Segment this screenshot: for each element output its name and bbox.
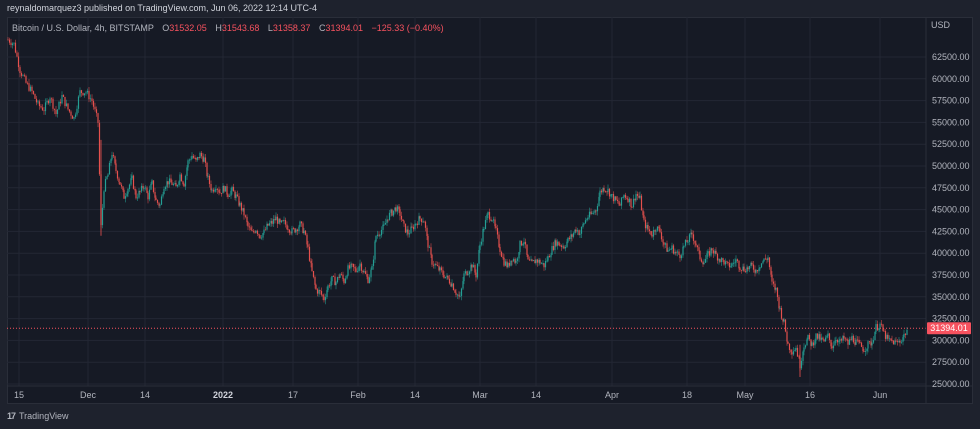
publisher-line: reynaldomarquez3 published on TradingVie…	[7, 3, 318, 13]
time-tick: Mar	[472, 390, 488, 400]
time-axis[interactable]: 15 Dec 14 2022 17 Feb 14 Mar 14 Apr 18 May 16 Jun	[14, 390, 887, 400]
time-tick: May	[736, 390, 754, 400]
open-value: O31532.05	[162, 23, 207, 33]
time-tick: Jun	[873, 390, 888, 400]
price-tick: 35000.00	[932, 292, 970, 302]
high-value: H31543.68	[215, 23, 260, 33]
time-tick: 14	[410, 390, 420, 400]
time-tick: 18	[682, 390, 692, 400]
candlestick-chart[interactable]: 62500.00 60000.00 57500.00 55000.00 52500.00…	[7, 17, 973, 404]
svg-text:31394.01: 31394.01	[930, 323, 968, 333]
currency-label: USD	[931, 20, 951, 30]
price-tick: 55000.00	[932, 117, 970, 127]
time-tick: Apr	[605, 390, 619, 400]
last-price-badge: 31394.01	[927, 322, 971, 335]
price-tick: 30000.00	[932, 335, 970, 345]
time-tick: Feb	[350, 390, 366, 400]
price-tick: 27500.00	[932, 357, 970, 367]
chart-frame[interactable]	[7, 17, 973, 404]
time-tick: 15	[14, 390, 24, 400]
price-tick: 62500.00	[932, 52, 970, 62]
candles	[7, 37, 908, 378]
price-tick: 52500.00	[932, 139, 970, 149]
close-value: C31394.01	[318, 23, 363, 33]
tradingview-brand[interactable]: 17 TradingView	[7, 411, 69, 421]
low-value: L31358.37	[267, 23, 311, 33]
price-tick: 57500.00	[932, 96, 970, 106]
price-tick: 47500.00	[932, 183, 970, 193]
time-tick: Dec	[80, 390, 97, 400]
time-tick: 14	[531, 390, 541, 400]
time-tick: 2022	[213, 390, 233, 400]
price-tick: 40000.00	[932, 248, 970, 258]
price-tick: 42500.00	[932, 226, 970, 236]
price-tick: 37500.00	[932, 270, 970, 280]
change-value: −125.33 (−0.40%)	[371, 23, 444, 33]
price-tick: 25000.00	[932, 379, 970, 389]
symbol-legend: Bitcoin / U.S. Dollar, 4h, BITSTAMP O315…	[12, 23, 444, 33]
symbol-title: Bitcoin / U.S. Dollar, 4h, BITSTAMP	[12, 23, 154, 33]
price-axis[interactable]: 62500.00 60000.00 57500.00 55000.00 52500.00…	[932, 52, 970, 389]
price-tick: 60000.00	[932, 74, 970, 84]
tradingview-logo-icon: 17	[7, 411, 16, 421]
price-tick: 32500.00	[932, 314, 970, 324]
time-tick: 17	[288, 390, 298, 400]
time-tick: 14	[140, 390, 150, 400]
grid-lines	[7, 17, 926, 386]
time-tick: 16	[805, 390, 815, 400]
price-tick: 50000.00	[932, 161, 970, 171]
price-tick: 45000.00	[932, 205, 970, 215]
brand-name: TradingView	[19, 411, 69, 421]
